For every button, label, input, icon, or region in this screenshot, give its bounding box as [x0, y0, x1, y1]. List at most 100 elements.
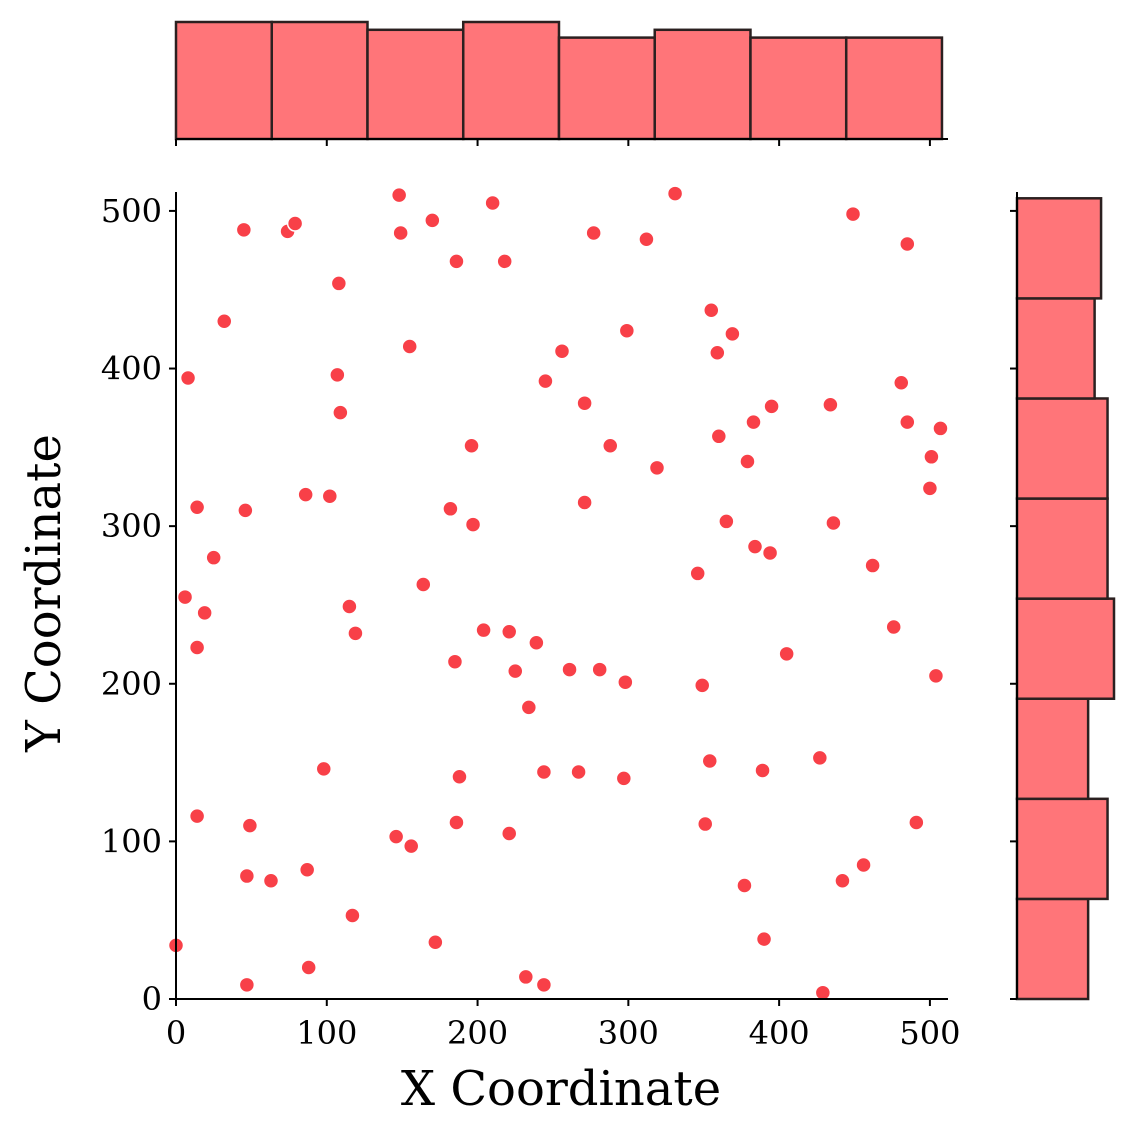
x-tick-label: 100: [296, 1014, 357, 1052]
scatter-point: [238, 867, 256, 885]
scatter-point: [402, 837, 420, 855]
scatter-point: [755, 930, 773, 948]
y-axis-title: Y Coordinate: [16, 434, 72, 753]
scatter-point: [570, 763, 587, 781]
scatter-point: [885, 618, 902, 636]
scatter-point: [696, 815, 714, 833]
y-histogram-bar: [1015, 897, 1090, 1001]
scatter-point: [648, 459, 666, 477]
scatter-point: [923, 448, 940, 466]
y-histogram-bar: [1015, 797, 1109, 901]
scatter-point: [724, 325, 741, 343]
scatter-point: [825, 514, 842, 532]
x-histogram-bar: [653, 28, 752, 141]
scatter-point: [864, 557, 881, 574]
scatter-point: [591, 661, 608, 678]
y-tick-label: 400: [101, 350, 162, 388]
scatter-point: [576, 394, 593, 412]
x-histogram-bar: [270, 20, 369, 141]
scatter-point: [709, 344, 726, 362]
scatter-point: [746, 538, 764, 555]
scatter-point: [844, 205, 862, 223]
scatter-point: [401, 338, 418, 355]
scatter-point: [241, 817, 259, 834]
scatter-point: [761, 544, 779, 562]
scatter-point: [763, 398, 780, 415]
scatter-point: [908, 814, 925, 831]
x-histogram-bar: [174, 20, 273, 141]
x-tick-label: 300: [598, 1014, 659, 1052]
scatter-point: [602, 437, 619, 455]
scatter-point: [448, 253, 465, 270]
scatter-point: [754, 762, 771, 779]
scatter-point: [834, 872, 851, 890]
scatter-point: [392, 224, 409, 242]
scatter-point: [387, 828, 405, 845]
scatter-point: [703, 301, 720, 319]
scatter-point: [736, 877, 753, 894]
scatter-point: [899, 413, 916, 431]
scatter-point: [347, 625, 364, 642]
x-histogram-bar: [461, 20, 561, 141]
scatter-point: [427, 934, 444, 951]
scatter-point: [205, 549, 222, 566]
scatter-point: [298, 861, 316, 879]
scatter-point: [315, 760, 333, 778]
scatter-point: [216, 312, 233, 330]
x-tick-label: 200: [447, 1014, 508, 1052]
scatter-point: [689, 565, 706, 582]
scatter-point: [693, 677, 711, 694]
scatter-point: [464, 516, 482, 533]
scatter-point: [666, 185, 684, 202]
scatter-point: [415, 576, 432, 593]
scatter-point: [899, 235, 916, 253]
scatter-plot-area: [167, 185, 949, 1001]
scatter-point: [179, 369, 197, 387]
scatter-point: [855, 856, 872, 874]
y-histogram-bar: [1015, 697, 1090, 801]
y-histogram-bar: [1015, 297, 1096, 400]
scatter-point: [500, 825, 518, 842]
scatter-point: [297, 486, 314, 503]
scatter-point: [932, 420, 949, 437]
scatter-point: [618, 322, 636, 339]
scatter-point: [330, 275, 348, 292]
axes: 0 100 200 300 400 500 0 100 200 300 400 500: [101, 192, 961, 1052]
scatter-point: [344, 907, 361, 924]
scatter-point: [778, 645, 795, 663]
scatter-point: [701, 752, 719, 770]
scatter-point: [496, 253, 513, 270]
scatter-point: [188, 807, 206, 825]
scatter-point: [710, 428, 728, 445]
scatter-point: [332, 404, 349, 421]
x-histogram-bar: [366, 28, 465, 141]
scatter-point: [576, 494, 593, 511]
x-marginal-histogram: [174, 20, 948, 146]
scatter-point: [500, 623, 518, 641]
x-axis-title: X Coordinate: [401, 1061, 721, 1117]
scatter-point: [893, 374, 910, 391]
x-tick-label: 500: [899, 1014, 960, 1052]
scatter-point: [537, 372, 554, 390]
scatter-point: [585, 224, 602, 242]
x-histogram-bar: [749, 36, 848, 141]
scatter-point: [188, 639, 206, 656]
scatter-point: [390, 186, 408, 204]
scatter-point: [822, 396, 839, 414]
y-histogram-bar: [1015, 597, 1116, 700]
scatter-point: [341, 598, 358, 615]
scatter-point: [188, 498, 206, 516]
y-tick-label: 0: [142, 980, 162, 1018]
x-tick-label: 400: [749, 1014, 810, 1052]
scatter-point: [535, 976, 553, 994]
x-histogram-bar: [557, 36, 656, 141]
scatter-point: [615, 770, 633, 787]
scatter-point: [927, 667, 945, 685]
scatter-point: [451, 768, 468, 786]
scatter-point: [424, 212, 441, 229]
scatter-point: [535, 763, 553, 781]
y-histogram-bar: [1015, 497, 1109, 600]
y-tick-label: 100: [101, 822, 162, 860]
